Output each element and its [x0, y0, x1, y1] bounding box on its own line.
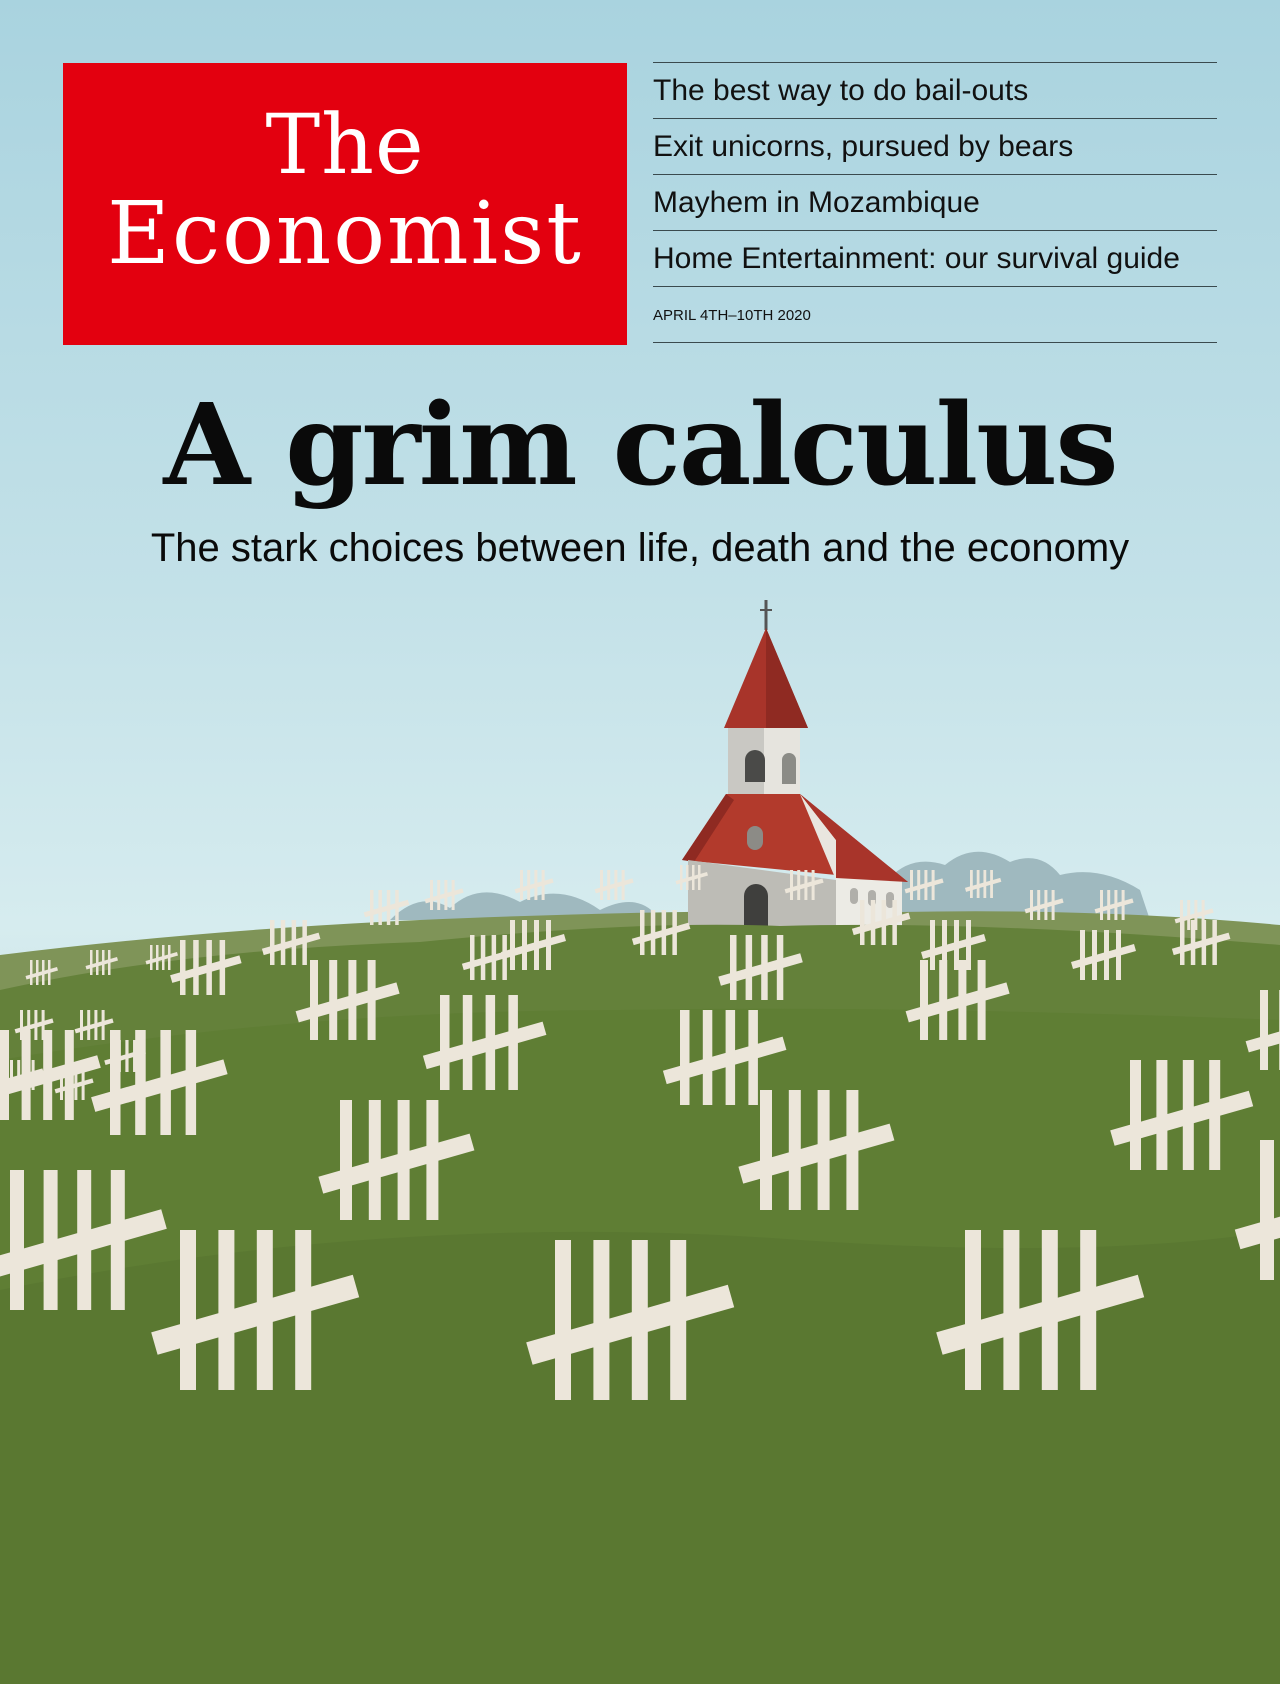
- logo-line-economist: Economist: [107, 184, 583, 284]
- church-icon: [682, 600, 908, 926]
- teaser-unicorns[interactable]: Exit unicorns, pursued by bears: [653, 119, 1217, 175]
- cover-headline: A grim calculus: [163, 380, 1118, 511]
- economist-logo: The Economist: [63, 63, 627, 345]
- teaser-home-entertainment[interactable]: Home Entertainment: our survival guide: [653, 231, 1217, 287]
- teaser-top-rule: [653, 62, 1217, 63]
- cover-illustration: [0, 600, 1280, 1684]
- cover-subhead: The stark choices between life, death an…: [150, 526, 1130, 570]
- cover-teasers: The best way to do bail-outs Exit unicor…: [653, 62, 1217, 343]
- issue-date: APRIL 4TH–10TH 2020: [653, 287, 1217, 343]
- distant-bushes: [390, 851, 1150, 920]
- teaser-mozambique[interactable]: Mayhem in Mozambique: [653, 175, 1217, 231]
- teaser-bailouts[interactable]: The best way to do bail-outs: [653, 63, 1217, 119]
- logo-line-the: The: [265, 98, 425, 193]
